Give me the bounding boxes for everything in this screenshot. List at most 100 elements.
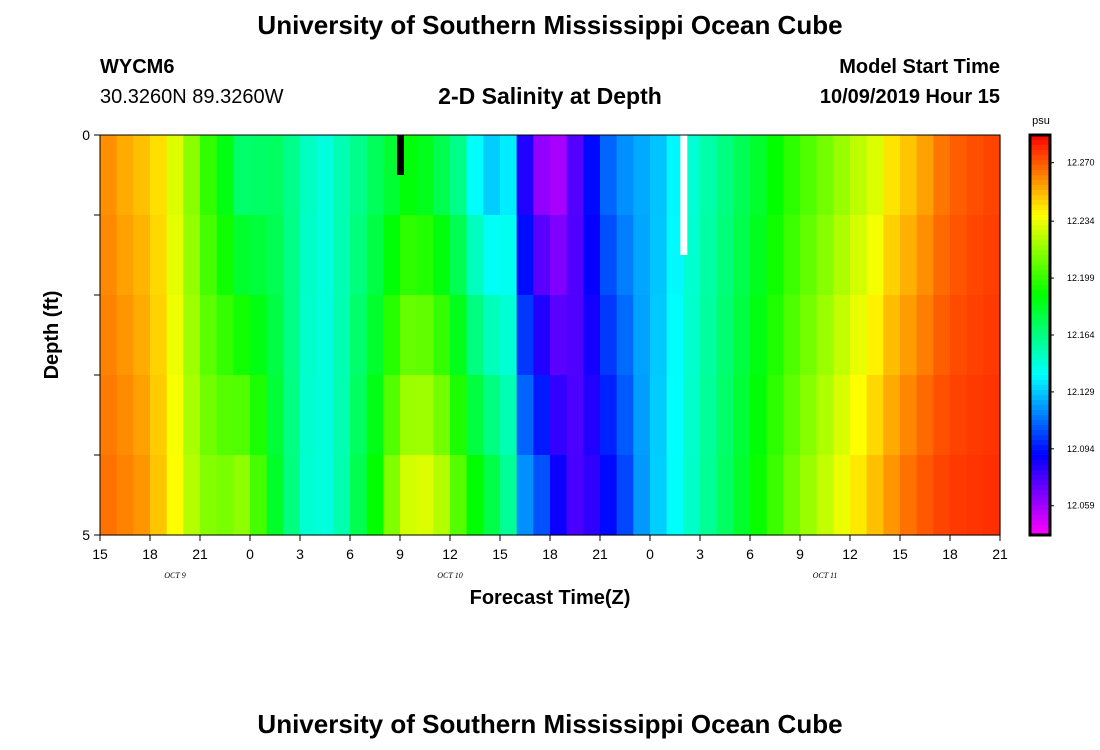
heatmap-cell <box>350 135 368 216</box>
heatmap-cell <box>416 135 434 216</box>
station-coordinates: 30.3260N 89.3260W <box>100 86 284 108</box>
heatmap-cell <box>183 215 201 296</box>
heatmap-cell <box>600 295 618 376</box>
heatmap-cell <box>583 215 601 296</box>
heatmap-cell <box>350 215 368 296</box>
heatmap-cell <box>666 375 684 456</box>
heatmap-cell <box>533 215 551 296</box>
heatmap-cell <box>500 455 518 536</box>
heatmap-cell <box>533 295 551 376</box>
colorbar-step <box>1030 465 1050 471</box>
heatmap-cell <box>600 215 618 296</box>
heatmap-cell <box>683 215 701 296</box>
heatmap-cell <box>200 375 218 456</box>
heatmap-cell <box>866 295 884 376</box>
heatmap-cell <box>866 455 884 536</box>
colorbar-step <box>1030 345 1050 351</box>
heatmap-cell <box>216 215 234 296</box>
heatmap-cell <box>750 215 768 296</box>
colorbar-tick-label: 12.059 <box>1067 501 1095 511</box>
colorbar-step <box>1030 400 1050 406</box>
colorbar-step <box>1030 265 1050 271</box>
heatmap-cell <box>833 455 851 536</box>
heatmap-cell <box>750 135 768 216</box>
heatmap-cell <box>650 135 668 216</box>
heatmap-cell <box>233 455 251 536</box>
heatmap-cell <box>816 135 834 216</box>
heatmap-cell <box>383 375 401 456</box>
heatmap-cell <box>983 375 1001 456</box>
heatmap-cell <box>550 135 568 216</box>
colorbar-step <box>1030 495 1050 501</box>
heatmap-cell <box>466 375 484 456</box>
heatmap-cell <box>883 375 901 456</box>
colorbar-step <box>1030 250 1050 256</box>
heatmap-cell <box>650 375 668 456</box>
colorbar-step <box>1030 505 1050 511</box>
colorbar-step <box>1030 365 1050 371</box>
heatmap-cell <box>700 135 718 216</box>
heatmap-cell <box>566 295 584 376</box>
missing-data-marker <box>397 135 404 175</box>
colorbar-step <box>1030 525 1050 531</box>
heatmap-cell <box>333 455 351 536</box>
x-tick-label: 6 <box>346 546 354 562</box>
colorbar-step <box>1030 460 1050 466</box>
heatmap-cell <box>150 455 168 536</box>
colorbar-step <box>1030 135 1050 141</box>
heatmap-cell <box>900 295 918 376</box>
heatmap-cell <box>616 295 634 376</box>
x-tick-label: 3 <box>296 546 304 562</box>
colorbar-ticks: 12.270 12.234 12.199 12.164 12.129 12.094 12.0… <box>1050 158 1095 511</box>
colorbar-step <box>1030 500 1050 506</box>
heatmap-cell <box>933 375 951 456</box>
colorbar-step <box>1030 290 1050 296</box>
heatmap-cell <box>583 375 601 456</box>
heatmap-cell <box>233 135 251 216</box>
heatmap-cell <box>116 135 134 216</box>
heatmap-cell <box>166 215 184 296</box>
heatmap-cell <box>483 455 501 536</box>
heatmap-cell <box>400 295 418 376</box>
heatmap-cell <box>800 375 818 456</box>
heatmap-cell <box>533 375 551 456</box>
heatmap-cell <box>600 375 618 456</box>
x-tick-label: 12 <box>842 546 858 562</box>
date-label: OCT 11 <box>813 571 838 580</box>
heatmap-cell <box>333 375 351 456</box>
x-axis-title: Forecast Time(Z) <box>470 587 631 609</box>
heatmap-cell <box>566 135 584 216</box>
heatmap-cell <box>566 215 584 296</box>
heatmap-cell <box>366 455 384 536</box>
colorbar-step <box>1030 190 1050 196</box>
heatmap-cell <box>100 215 118 296</box>
heatmap-cell <box>483 295 501 376</box>
heatmap-cell <box>666 455 684 536</box>
heatmap-cell <box>900 455 918 536</box>
heatmap-cell <box>733 295 751 376</box>
heatmap-cell <box>350 375 368 456</box>
heatmap-cell <box>450 375 468 456</box>
colorbar-step <box>1030 195 1050 201</box>
heatmap-cell <box>283 135 301 216</box>
heatmap-cell <box>266 215 284 296</box>
colorbar-step <box>1030 230 1050 236</box>
heatmap-cell <box>383 455 401 536</box>
heatmap-cell <box>216 135 234 216</box>
colorbar-step <box>1030 260 1050 266</box>
heatmap-cell <box>666 295 684 376</box>
heatmap-cell <box>500 375 518 456</box>
heatmap-cell <box>450 295 468 376</box>
heatmap-cell <box>483 215 501 296</box>
heatmap-cell <box>800 135 818 216</box>
heatmap-cell <box>366 375 384 456</box>
heatmap-cell <box>116 455 134 536</box>
heatmap-cell <box>500 135 518 216</box>
heatmap-cell <box>600 135 618 216</box>
heatmap-cell <box>466 215 484 296</box>
heatmap-cell <box>733 375 751 456</box>
colorbar-step <box>1030 335 1050 341</box>
colorbar-step <box>1030 355 1050 361</box>
heatmap-cell <box>950 135 968 216</box>
